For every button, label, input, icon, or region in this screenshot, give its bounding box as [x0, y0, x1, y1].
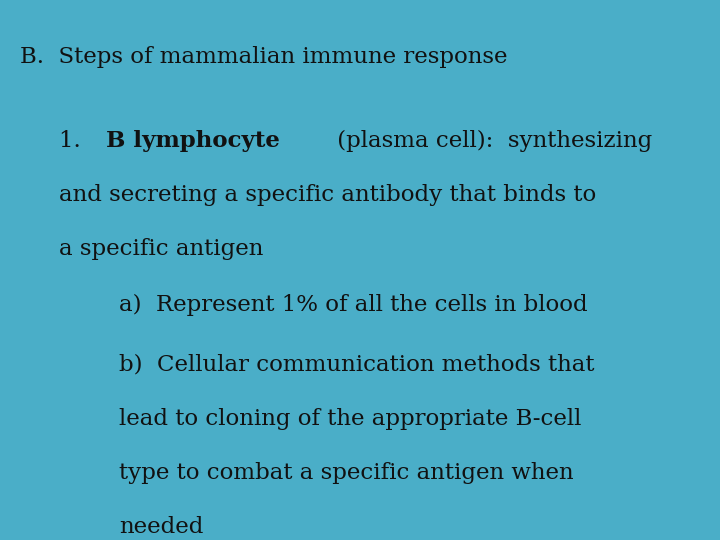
Text: 1.: 1. — [59, 130, 95, 152]
Text: (plasma cell):  synthesizing: (plasma cell): synthesizing — [330, 130, 652, 152]
Text: B.  Steps of mammalian immune response: B. Steps of mammalian immune response — [20, 46, 508, 68]
Text: and secreting a specific antibody that binds to: and secreting a specific antibody that b… — [59, 184, 596, 206]
Text: a)  Represent 1% of all the cells in blood: a) Represent 1% of all the cells in bloo… — [119, 294, 588, 316]
Text: needed: needed — [119, 516, 203, 538]
Text: b)  Cellular communication methods that: b) Cellular communication methods that — [119, 354, 594, 376]
Text: B lymphocyte: B lymphocyte — [106, 130, 279, 152]
Text: a specific antigen: a specific antigen — [59, 238, 264, 260]
Text: lead to cloning of the appropriate B-cell: lead to cloning of the appropriate B-cel… — [119, 408, 581, 430]
Text: type to combat a specific antigen when: type to combat a specific antigen when — [119, 462, 573, 484]
